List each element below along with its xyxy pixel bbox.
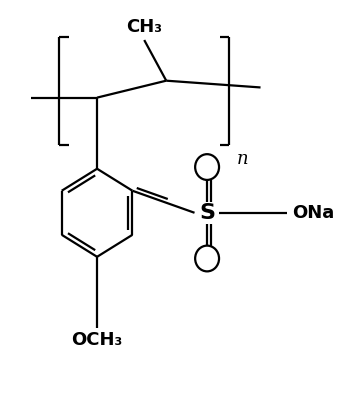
Text: ONa: ONa <box>292 204 334 222</box>
Text: S: S <box>199 203 215 223</box>
Text: OCH₃: OCH₃ <box>72 331 123 349</box>
Text: CH₃: CH₃ <box>126 18 162 36</box>
Text: n: n <box>237 150 249 168</box>
